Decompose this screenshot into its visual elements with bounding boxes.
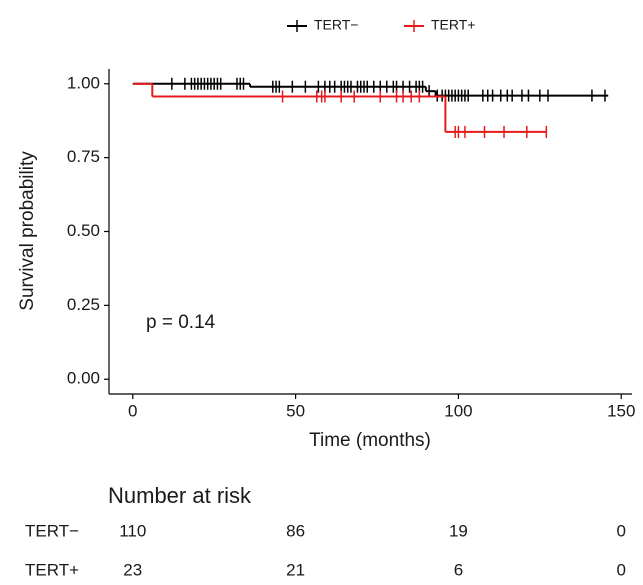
y-tick-label: 0.50 <box>67 221 100 240</box>
risk-row-label: TERT− <box>25 521 79 540</box>
y-tick-label: 0.25 <box>67 295 100 314</box>
legend-label: TERT+ <box>431 17 475 33</box>
y-axis-label: Survival probability <box>17 151 38 311</box>
risk-count: 110 <box>119 521 146 540</box>
x-tick-label: 50 <box>286 401 305 420</box>
risk-count: 6 <box>454 560 463 579</box>
x-tick-label: 100 <box>444 401 472 420</box>
risk-count: 0 <box>617 521 626 540</box>
legend-label: TERT− <box>314 17 358 33</box>
risk-table-title: Number at risk <box>108 483 252 508</box>
risk-count: 0 <box>617 560 626 579</box>
risk-count: 19 <box>449 521 468 540</box>
y-tick-label: 1.00 <box>67 73 100 92</box>
risk-count: 21 <box>286 560 305 579</box>
risk-count: 23 <box>123 560 142 579</box>
risk-count: 86 <box>286 521 305 540</box>
p-value: p = 0.14 <box>146 312 216 333</box>
risk-row-label: TERT+ <box>25 560 79 579</box>
y-tick-label: 0.00 <box>67 369 100 388</box>
y-tick-label: 0.75 <box>67 147 100 166</box>
x-axis-label: Time (months) <box>309 430 431 451</box>
x-tick-label: 0 <box>128 401 137 420</box>
x-tick-label: 150 <box>607 401 635 420</box>
